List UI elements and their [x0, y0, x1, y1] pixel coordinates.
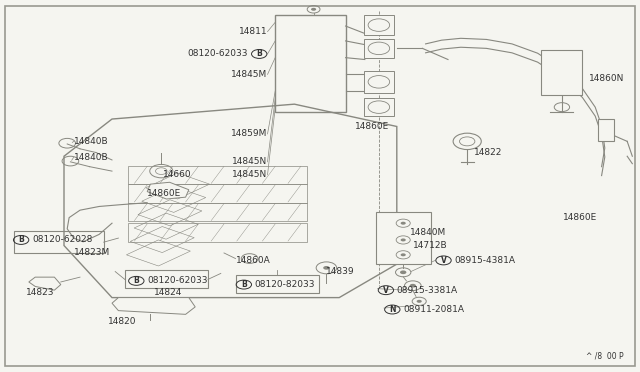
Text: 14840B: 14840B [74, 153, 108, 162]
Text: 14860A: 14860A [236, 256, 270, 265]
Text: 14712B: 14712B [413, 241, 447, 250]
Text: B: B [241, 280, 246, 289]
Circle shape [323, 266, 330, 270]
Text: 08120-62033: 08120-62033 [147, 276, 208, 285]
Text: 14811: 14811 [239, 27, 268, 36]
Bar [364, 15, 394, 35]
Text: V: V [383, 286, 389, 295]
Bar [236, 275, 319, 293]
Text: 08915-4381A: 08915-4381A [454, 256, 515, 265]
Circle shape [401, 222, 406, 225]
Text: 14824: 14824 [154, 288, 182, 296]
Text: 14859M: 14859M [231, 129, 268, 138]
Bar [541, 50, 582, 95]
Bar [364, 39, 394, 58]
Circle shape [311, 8, 316, 11]
Text: 14839: 14839 [326, 267, 355, 276]
Text: 14845M: 14845M [231, 70, 268, 79]
Text: 14845N: 14845N [232, 170, 268, 179]
Bar [364, 98, 394, 116]
Text: 14860E: 14860E [355, 122, 390, 131]
Bar [598, 119, 614, 141]
Text: 14860N: 14860N [589, 74, 624, 83]
Bar [275, 15, 346, 112]
Text: 14820: 14820 [108, 317, 136, 326]
Text: 08120-82033: 08120-82033 [255, 280, 316, 289]
Text: B: B [134, 276, 139, 285]
Text: B: B [19, 235, 24, 244]
Circle shape [401, 238, 406, 241]
Polygon shape [29, 277, 61, 290]
Text: V: V [440, 256, 447, 265]
Bar [125, 270, 208, 288]
Text: 14845N: 14845N [232, 157, 268, 166]
Bar [376, 212, 431, 264]
Text: 14660: 14660 [163, 170, 192, 179]
Text: 14860E: 14860E [563, 213, 598, 222]
Text: 14823M: 14823M [74, 248, 110, 257]
Text: 08120-62028: 08120-62028 [32, 235, 92, 244]
Bar [14, 231, 104, 253]
Circle shape [401, 253, 406, 256]
Text: 14840M: 14840M [410, 228, 446, 237]
Polygon shape [112, 298, 195, 314]
Text: 08911-2081A: 08911-2081A [403, 305, 464, 314]
Text: 14860E: 14860E [147, 189, 182, 198]
Text: N: N [389, 305, 396, 314]
Text: 14840B: 14840B [74, 137, 108, 146]
Circle shape [410, 284, 416, 288]
Text: ^ /8  00 P: ^ /8 00 P [586, 352, 624, 361]
Circle shape [417, 300, 422, 303]
Bar [364, 71, 394, 93]
Text: 14822: 14822 [474, 148, 502, 157]
Text: 14823: 14823 [26, 288, 54, 296]
Text: 08915-3381A: 08915-3381A [397, 286, 458, 295]
Circle shape [400, 270, 406, 274]
Text: B: B [257, 49, 262, 58]
Polygon shape [147, 182, 189, 199]
Text: 08120-62033: 08120-62033 [188, 49, 248, 58]
